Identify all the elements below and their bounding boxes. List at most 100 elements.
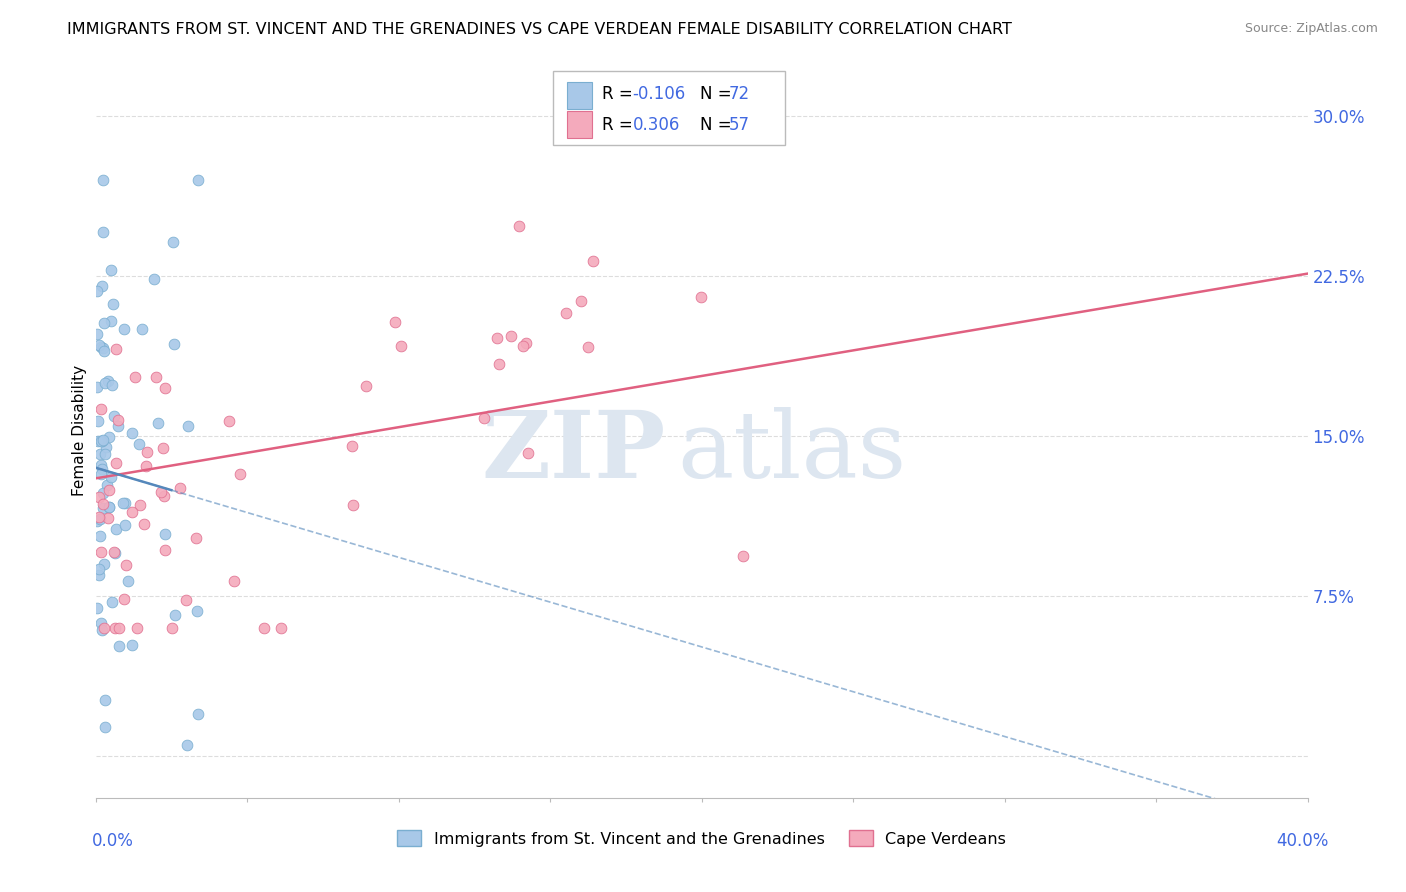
Point	[111, 496, 134, 510]
Point	[222, 574, 245, 588]
Point	[112, 591, 135, 606]
Point	[90, 401, 112, 416]
Point	[89, 528, 111, 542]
Point	[89, 567, 111, 582]
Text: R =: R =	[602, 85, 638, 103]
Point	[93, 621, 115, 635]
Point	[515, 336, 537, 351]
Point	[87, 434, 110, 449]
Point	[90, 434, 112, 448]
Point	[91, 342, 114, 356]
Point	[160, 621, 183, 635]
Point	[90, 458, 112, 473]
Point	[98, 430, 121, 444]
Point	[107, 413, 129, 427]
Point	[121, 425, 143, 440]
Point	[86, 514, 108, 528]
Point	[104, 456, 127, 470]
Point	[103, 409, 125, 424]
Point	[187, 173, 209, 187]
Text: Source: ZipAtlas.com: Source: ZipAtlas.com	[1244, 22, 1378, 36]
Point	[100, 263, 122, 277]
Point	[153, 489, 176, 503]
Point	[101, 377, 124, 392]
Point	[86, 601, 108, 615]
Point	[91, 225, 114, 239]
Point	[270, 621, 292, 635]
Point	[488, 357, 510, 371]
Point	[93, 316, 115, 330]
Point	[100, 314, 122, 328]
Point	[186, 531, 208, 545]
Point	[569, 293, 592, 308]
Point	[229, 467, 252, 481]
Point	[218, 414, 240, 428]
Point	[114, 558, 136, 573]
Y-axis label: Female Disability: Female Disability	[72, 365, 87, 496]
Legend: Immigrants from St. Vincent and the Grenadines, Cape Verdeans: Immigrants from St. Vincent and the Gren…	[391, 823, 1012, 853]
Point	[150, 484, 173, 499]
Point	[96, 478, 118, 492]
Text: 72: 72	[728, 85, 749, 103]
Point	[104, 546, 127, 560]
Point	[131, 322, 153, 336]
Text: N =: N =	[700, 85, 737, 103]
Point	[145, 370, 167, 384]
Text: N =: N =	[700, 116, 737, 134]
Point	[87, 338, 110, 352]
Point	[127, 621, 149, 635]
Text: ZIP: ZIP	[481, 408, 665, 498]
Point	[97, 375, 120, 389]
Point	[472, 410, 495, 425]
Point	[90, 545, 112, 559]
Point	[169, 481, 191, 495]
Text: 0.0%: 0.0%	[91, 832, 134, 850]
Point	[114, 496, 136, 510]
Point	[87, 490, 110, 504]
Point	[87, 562, 110, 576]
Point	[90, 340, 112, 354]
Point	[485, 331, 508, 345]
Point	[582, 254, 605, 268]
Point	[690, 290, 713, 304]
Point	[165, 608, 187, 623]
Point	[93, 447, 115, 461]
Point	[93, 720, 115, 734]
Point	[135, 459, 157, 474]
Point	[103, 545, 125, 559]
Point	[97, 511, 120, 525]
Point	[98, 483, 121, 497]
Point	[93, 497, 115, 511]
Text: R =: R =	[602, 116, 638, 134]
Point	[576, 340, 599, 354]
Point	[342, 498, 364, 512]
Point	[107, 419, 129, 434]
Point	[94, 376, 117, 391]
Point	[153, 526, 176, 541]
Point	[94, 693, 117, 707]
Point	[177, 418, 200, 433]
Point	[107, 621, 129, 635]
Point	[153, 542, 176, 557]
Point	[114, 517, 136, 532]
Point	[356, 379, 378, 393]
Point	[105, 343, 128, 357]
Point	[162, 235, 184, 249]
Point	[148, 416, 170, 430]
Point	[112, 321, 135, 335]
Point	[152, 442, 174, 456]
Point	[104, 522, 127, 536]
Point	[176, 738, 198, 752]
Point	[97, 500, 120, 514]
Point	[128, 498, 150, 512]
Point	[91, 461, 114, 475]
Point	[163, 337, 186, 351]
Point	[86, 380, 108, 394]
Point	[252, 621, 274, 635]
Point	[186, 604, 208, 618]
Point	[153, 381, 176, 395]
Point	[340, 439, 363, 453]
Text: 40.0%: 40.0%	[1277, 832, 1329, 850]
Point	[91, 500, 114, 515]
Point	[104, 621, 127, 635]
